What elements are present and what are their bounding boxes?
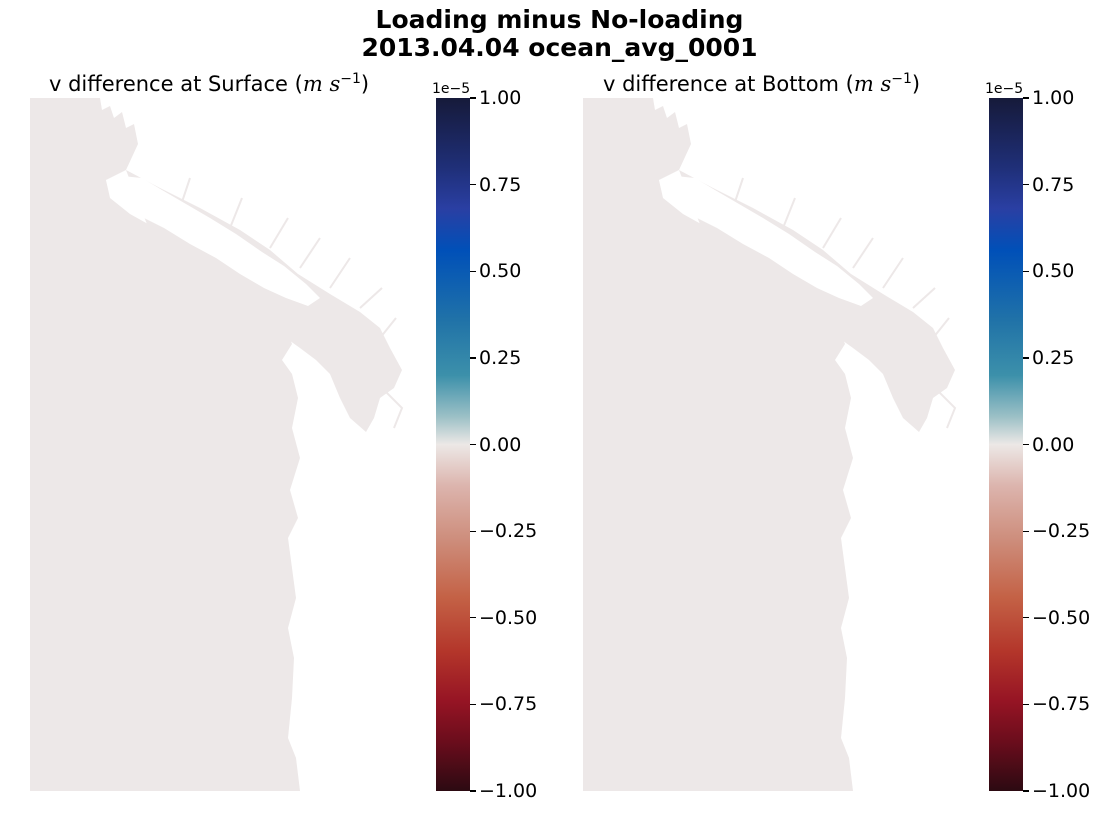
unit-exponent: −1	[891, 71, 912, 87]
title-close: )	[360, 72, 370, 96]
colorbar-surface	[436, 98, 470, 791]
colorbar-tick-label: 0.75	[1032, 173, 1075, 196]
colorbar-tick-mark	[1023, 270, 1029, 272]
colorbar-tick-mark	[470, 184, 476, 186]
colorbar-tick-mark	[1023, 184, 1029, 186]
colorbar-tick-label: −0.75	[1032, 693, 1091, 716]
unit-s: s	[880, 72, 892, 96]
colorbar-tick-mark	[470, 270, 476, 272]
colorbar-tick-label: 1.00	[1032, 87, 1075, 109]
colorbar-tick-label: 0.00	[1032, 433, 1075, 456]
title-close: )	[911, 72, 921, 96]
unit-exponent: −1	[340, 71, 361, 87]
colorbar-tick-label: −0.50	[479, 606, 538, 629]
colorbar-tick-mark	[1023, 617, 1029, 619]
inlet-lines	[732, 177, 957, 429]
colorbar-tick-label: −0.25	[1032, 520, 1091, 543]
colorbar-tick-mark	[470, 703, 476, 706]
bottom-map-field	[583, 98, 957, 791]
colorbar-tick-mark	[1023, 357, 1029, 359]
panel-title-surface: v difference at Surface (m s−1)	[49, 64, 369, 99]
surface-map	[30, 98, 404, 791]
figure-title-line2: 2013.04.04 ocean_avg_0001	[361, 33, 758, 62]
colorbar-tick-mark	[470, 443, 476, 446]
unit-m: m	[853, 72, 874, 96]
figure-title-line1: Loading minus No-loading	[375, 5, 744, 34]
colorbar-tick-label: −0.75	[479, 693, 538, 716]
colorbar-tick-label: 0.75	[479, 173, 522, 196]
colorbar-tick-label: 0.00	[479, 433, 522, 456]
island-land	[659, 176, 873, 306]
bottom-map	[583, 98, 957, 791]
colorbar-offset-bottom: 1e−5	[985, 81, 1024, 97]
panel-title-bottom-text: v difference at Bottom (	[603, 72, 854, 96]
colorbar-tick-mark	[470, 97, 476, 99]
colorbar-tick-mark	[1023, 703, 1029, 706]
colorbar-tick-mark	[1023, 530, 1029, 532]
colorbar-tick-mark	[1023, 97, 1029, 99]
colorbar-tick-label: 0.25	[479, 346, 522, 369]
colorbar-tick-label: 0.50	[1032, 260, 1075, 283]
surface-map-field	[30, 98, 404, 791]
colorbar-tick-label: 0.50	[479, 260, 522, 283]
colorbar-tick-mark	[470, 617, 476, 619]
colorbar-bottom	[989, 98, 1023, 791]
ocean-region	[30, 98, 300, 791]
colorbar-tick-label: −1.00	[1032, 780, 1091, 802]
colorbar-tick-mark	[470, 790, 476, 792]
colorbar-tick-mark	[1023, 443, 1029, 446]
unit-s: s	[329, 72, 341, 96]
island-land	[106, 176, 320, 306]
colorbar-tick-label: −0.25	[479, 520, 538, 543]
colorbar-tick-label: 1.00	[479, 87, 522, 109]
colorbar-tick-label: −0.50	[1032, 606, 1091, 629]
panel-title-bottom: v difference at Bottom (m s−1)	[603, 64, 920, 99]
colorbar-tick-label: −1.00	[479, 780, 538, 802]
ocean-region	[583, 98, 853, 791]
panel-title-surface-text: v difference at Surface (	[49, 72, 303, 96]
unit-m: m	[302, 72, 323, 96]
colorbar-tick-label: 0.25	[1032, 346, 1075, 369]
colorbar-tick-mark	[470, 530, 476, 532]
colorbar-tick-mark	[1023, 790, 1029, 792]
inlet-lines	[179, 177, 404, 429]
colorbar-tick-mark	[470, 357, 476, 359]
colorbar-offset-surface: 1e−5	[432, 81, 471, 97]
